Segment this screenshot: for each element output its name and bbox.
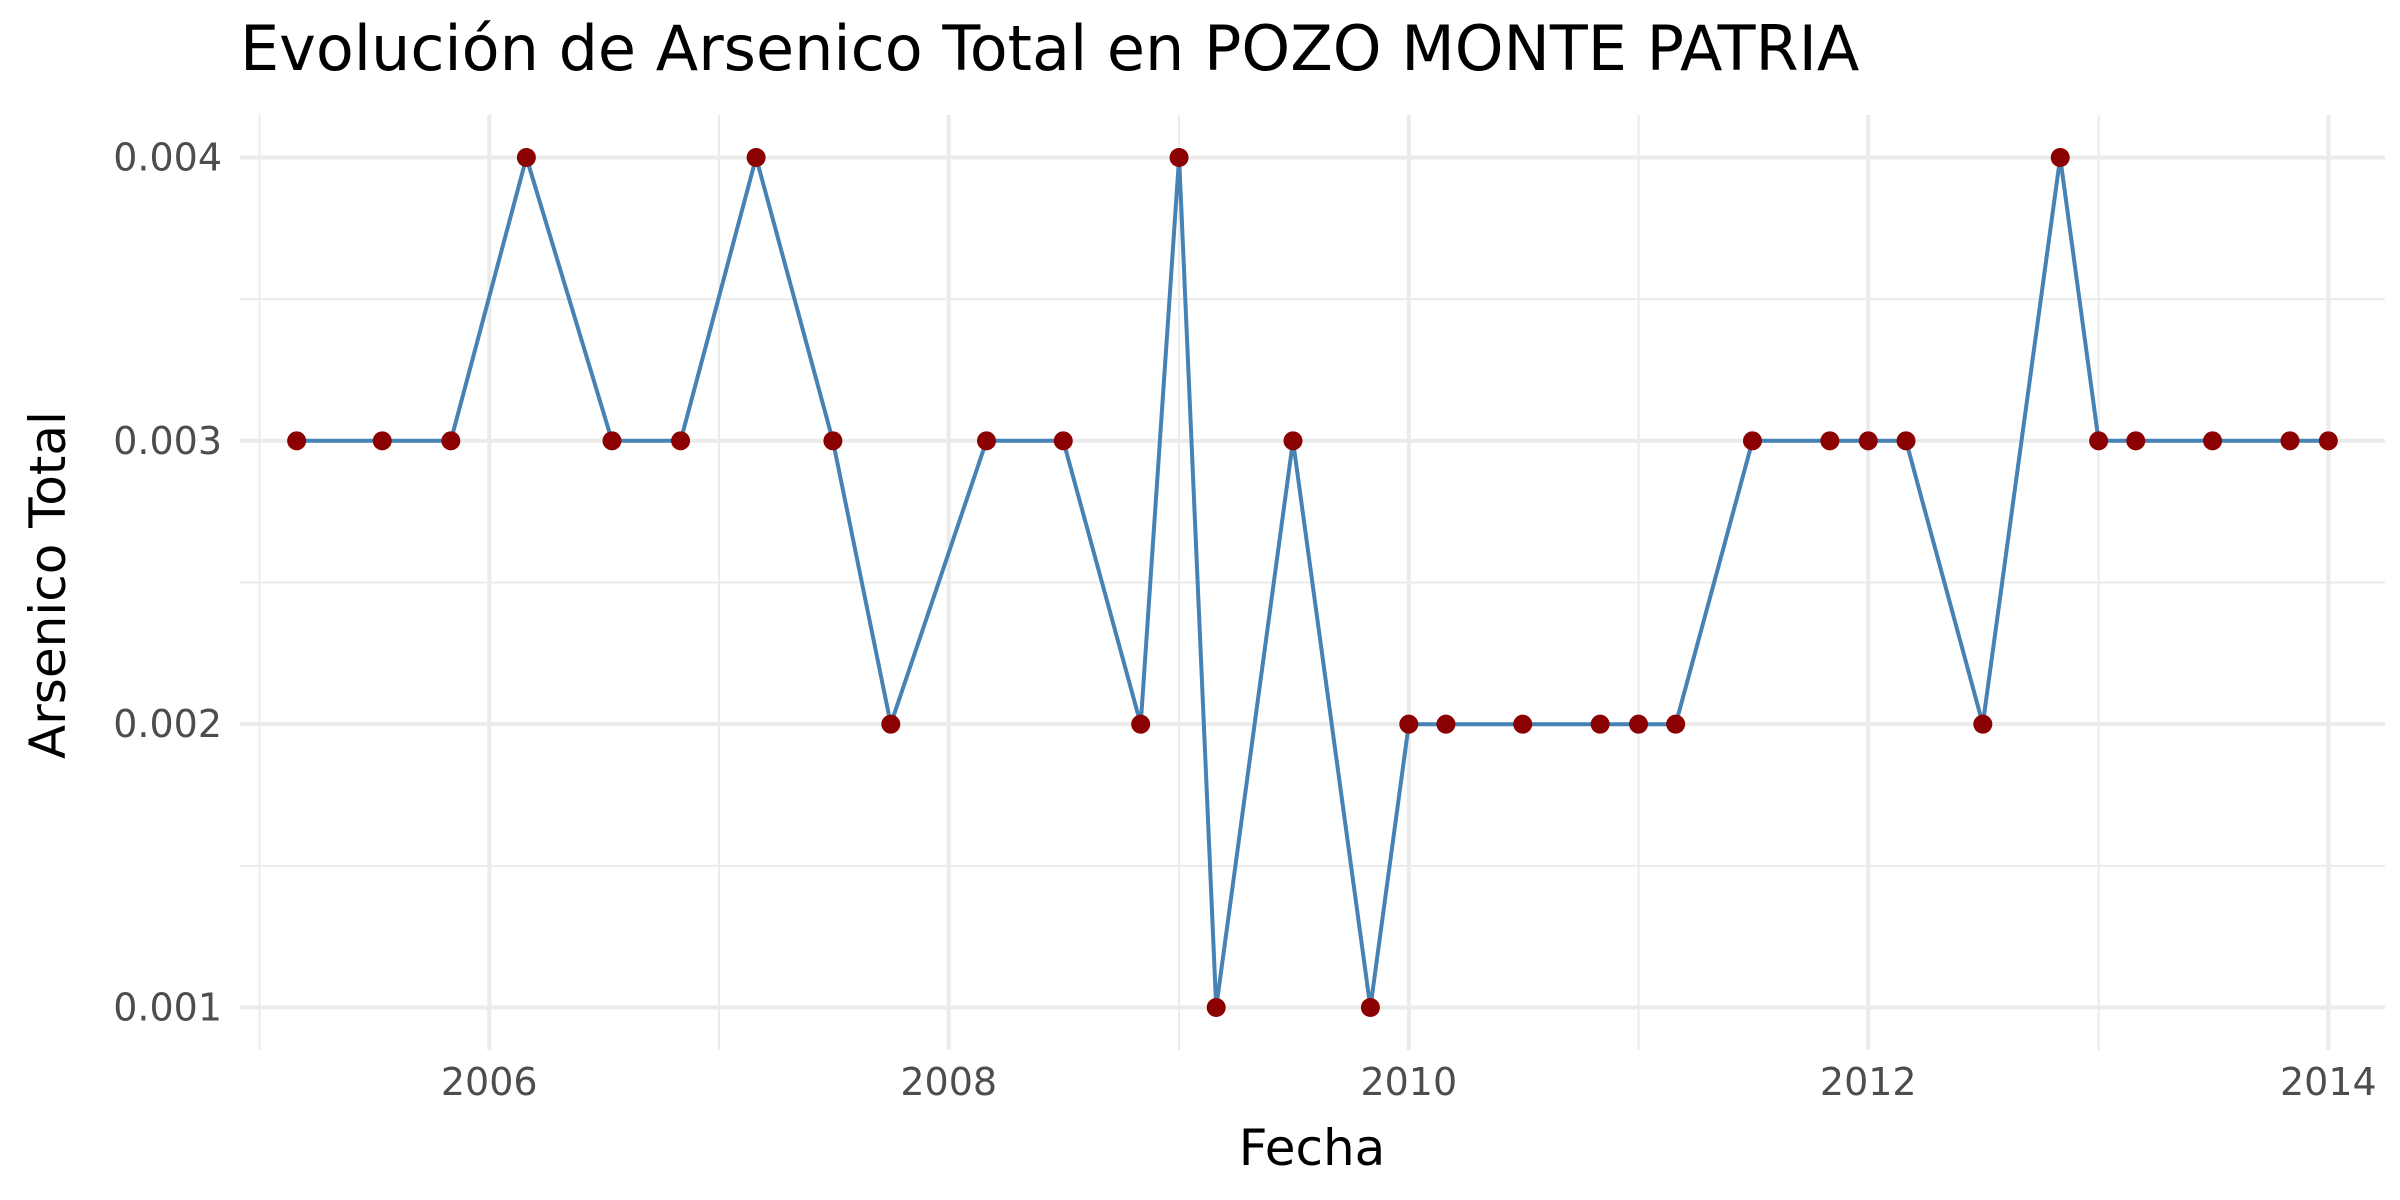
y-tick-label: 0.001 <box>113 986 222 1030</box>
series-layer <box>287 148 2338 1017</box>
data-point <box>372 431 392 451</box>
y-tick-label: 0.003 <box>113 419 222 463</box>
data-point <box>1858 431 1878 451</box>
data-point <box>1820 431 1840 451</box>
data-point <box>287 431 307 451</box>
x-axis-title: Fecha <box>1239 1119 1386 1177</box>
data-point <box>976 431 996 451</box>
y-tick-label: 0.004 <box>113 136 222 180</box>
data-point <box>1360 998 1380 1017</box>
data-point <box>2280 431 2300 451</box>
x-tick-label: 2014 <box>2280 1060 2377 1104</box>
x-tick-label: 2006 <box>441 1060 538 1104</box>
data-point <box>671 431 691 451</box>
data-point <box>1513 714 1533 734</box>
data-point <box>823 431 843 451</box>
data-point <box>1053 431 1073 451</box>
data-point <box>2203 431 2223 451</box>
data-point <box>1399 714 1419 734</box>
x-tick-label: 2010 <box>1360 1060 1457 1104</box>
x-tick-label: 2008 <box>900 1060 997 1104</box>
data-point <box>746 148 766 167</box>
tick-labels: 0.001 0.002 0.003 0.004 2006 2008 2010 2012 2014 <box>113 136 2377 1105</box>
data-point <box>1206 998 1226 1017</box>
grid <box>240 115 2385 1050</box>
data-point <box>2126 431 2146 451</box>
data-point <box>1590 714 1610 734</box>
data-point <box>1169 148 1189 167</box>
data-point <box>1131 714 1151 734</box>
data-point <box>1436 714 1456 734</box>
data-point <box>1742 431 1762 451</box>
data-point <box>2089 431 2109 451</box>
data-point <box>602 431 622 451</box>
data-point <box>516 148 536 167</box>
data-point <box>1666 714 1686 734</box>
data-point <box>2050 148 2070 167</box>
data-point <box>441 431 461 451</box>
data-point <box>1629 714 1649 734</box>
data-point <box>1283 431 1303 451</box>
chart-title: Evolución de Arsenico Total en POZO MONT… <box>240 12 1859 85</box>
data-point <box>2318 431 2338 451</box>
y-tick-label: 0.002 <box>113 702 222 746</box>
data-point <box>881 714 901 734</box>
y-axis-title: Arsenico Total <box>19 411 77 759</box>
data-point <box>1973 714 1993 734</box>
data-point <box>1896 431 1916 451</box>
x-tick-label: 2012 <box>1820 1060 1917 1104</box>
